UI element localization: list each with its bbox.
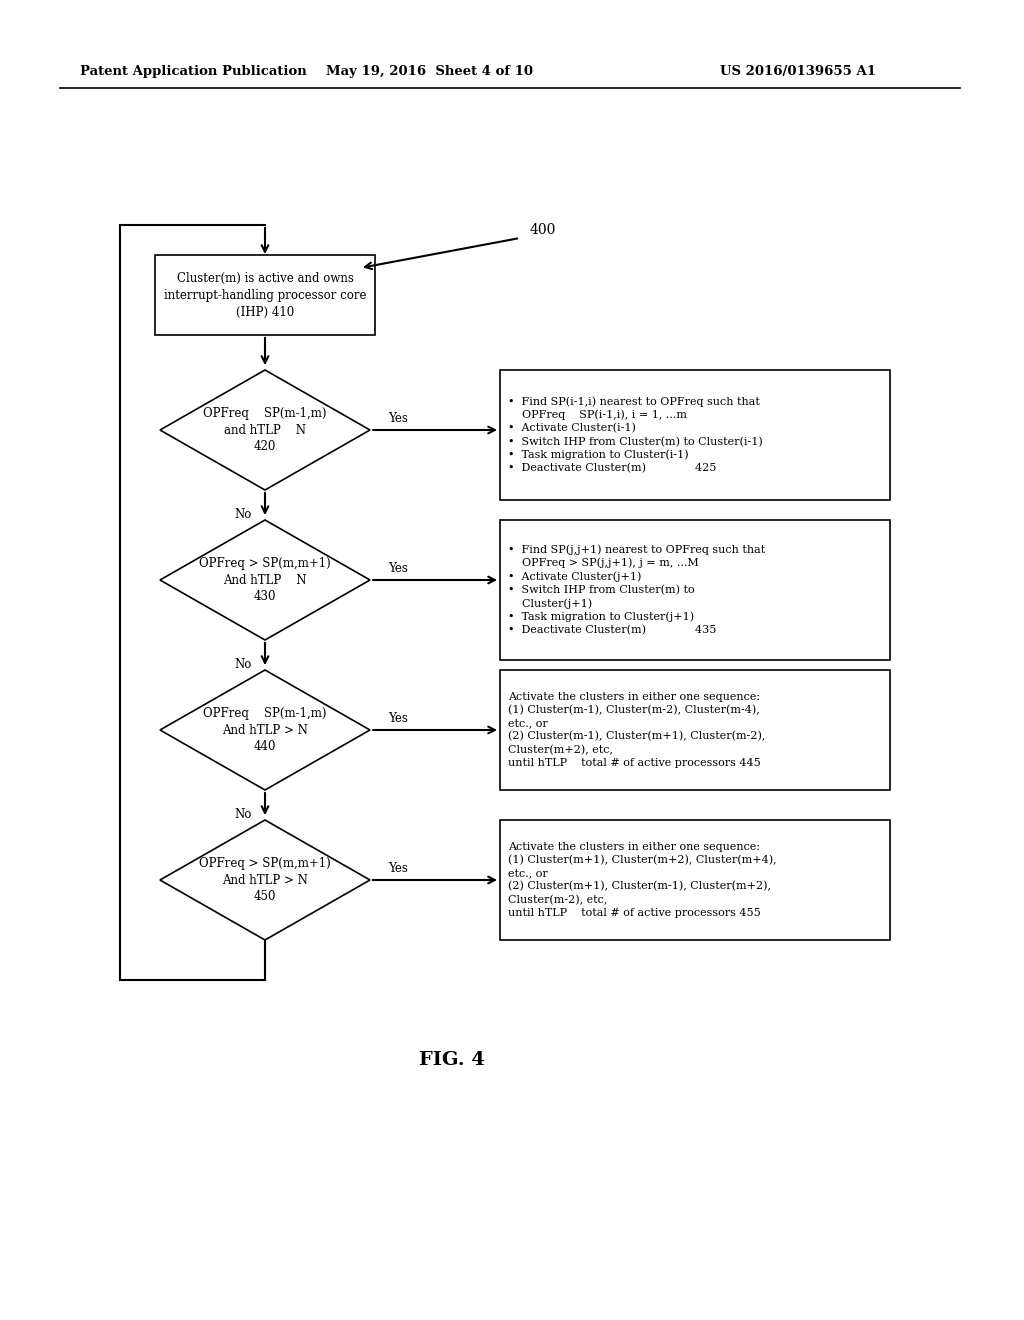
Text: No: No [234,808,252,821]
Text: OPFreq    SP(m-1,m)
and hTLP    N
420: OPFreq SP(m-1,m) and hTLP N 420 [203,407,327,454]
Text: OPFreq > SP(m,m+1)
And hTLP > N
450: OPFreq > SP(m,m+1) And hTLP > N 450 [199,857,331,903]
Text: May 19, 2016  Sheet 4 of 10: May 19, 2016 Sheet 4 of 10 [327,66,534,78]
Text: Yes: Yes [388,412,408,425]
Text: OPFreq > SP(m,m+1)
And hTLP    N
430: OPFreq > SP(m,m+1) And hTLP N 430 [199,557,331,603]
Text: Cluster(m) is active and owns
interrupt-handling processor core
(IHP) 410: Cluster(m) is active and owns interrupt-… [164,272,367,318]
Text: •  Find SP(j,j+1) nearest to OPFreq such that
    OPFreq > SP(j,j+1), j = m, ...: • Find SP(j,j+1) nearest to OPFreq such … [508,544,765,636]
Bar [500,520,890,660]
Text: 400: 400 [530,223,556,238]
Text: US 2016/0139655 A1: US 2016/0139655 A1 [720,66,876,78]
Bar [500,820,890,940]
Bar [155,255,375,335]
Text: •  Find SP(i-1,i) nearest to OPFreq such that
    OPFreq    SP(i-1,i), i = 1, ..: • Find SP(i-1,i) nearest to OPFreq such … [508,396,763,474]
Text: Activate the clusters in either one sequence:
(1) Cluster(m+1), Cluster(m+2), Cl: Activate the clusters in either one sequ… [508,842,776,917]
Bar [500,671,890,789]
Text: OPFreq    SP(m-1,m)
And hTLP > N
440: OPFreq SP(m-1,m) And hTLP > N 440 [203,706,327,754]
Text: Patent Application Publication: Patent Application Publication [80,66,307,78]
Text: Yes: Yes [388,561,408,574]
Text: No: No [234,508,252,521]
Bar [500,370,890,500]
Text: No: No [234,657,252,671]
Text: Yes: Yes [388,711,408,725]
Text: Activate the clusters in either one sequence:
(1) Cluster(m-1), Cluster(m-2), Cl: Activate the clusters in either one sequ… [508,692,765,768]
Text: Yes: Yes [388,862,408,874]
Text: FIG. 4: FIG. 4 [419,1051,485,1069]
